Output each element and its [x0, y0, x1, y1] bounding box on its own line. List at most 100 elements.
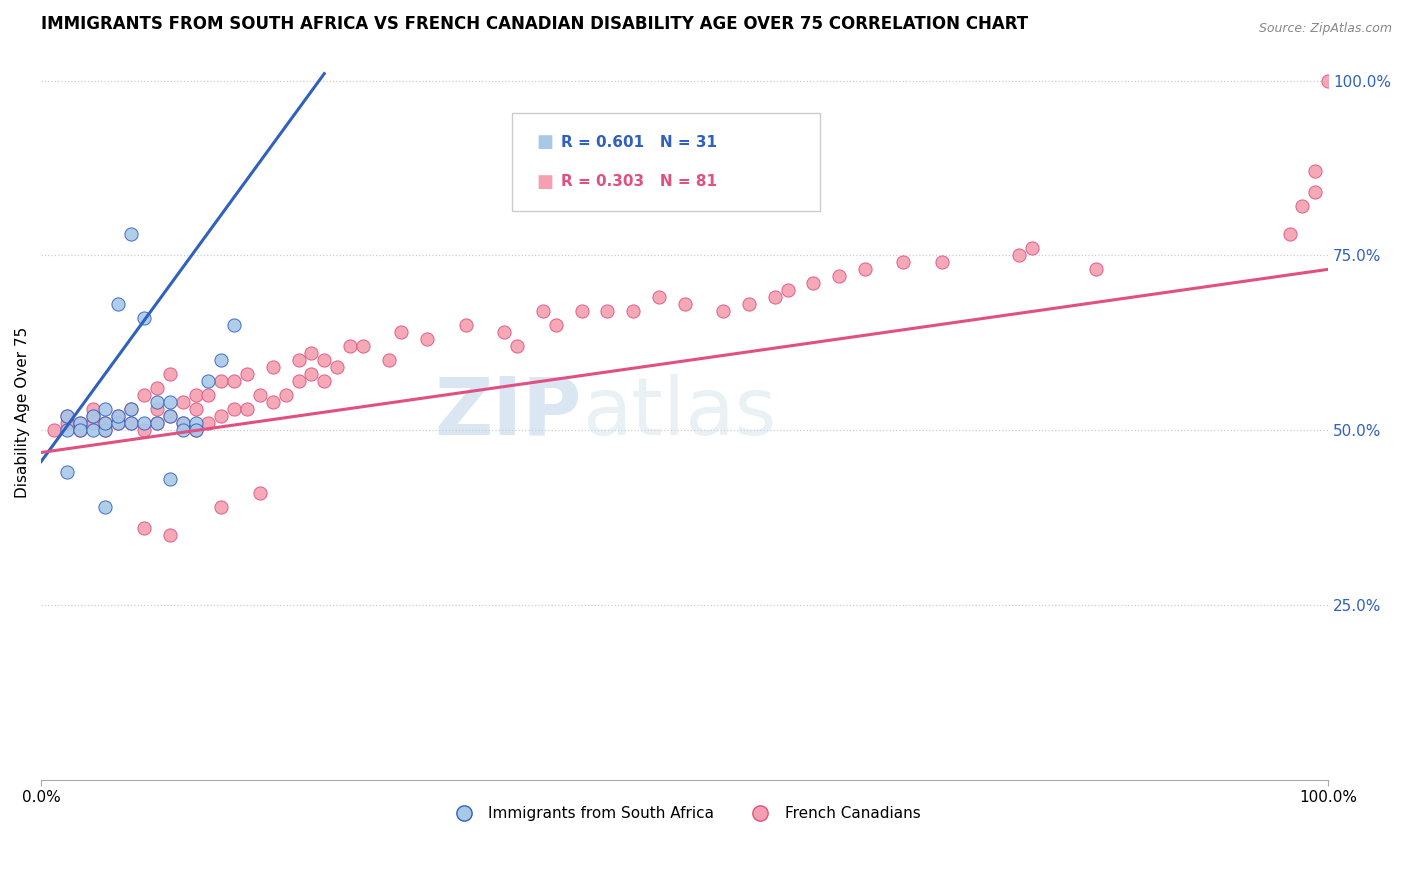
Point — [82, 402, 104, 417]
Point — [274, 388, 297, 402]
Point — [184, 423, 207, 437]
Point — [120, 227, 142, 242]
Point — [893, 255, 915, 269]
Point — [94, 423, 117, 437]
Point — [621, 304, 644, 318]
Point — [287, 353, 309, 368]
Point — [416, 332, 439, 346]
Point — [82, 409, 104, 424]
Point — [42, 423, 65, 437]
Point — [120, 416, 142, 430]
Text: atlas: atlas — [582, 374, 776, 451]
Point — [82, 423, 104, 437]
Legend: Immigrants from South Africa, French Canadians: Immigrants from South Africa, French Can… — [443, 800, 927, 827]
Point — [853, 262, 876, 277]
Point — [1008, 248, 1031, 262]
Point — [82, 416, 104, 430]
Point — [107, 297, 129, 311]
Point — [828, 269, 851, 284]
Point — [738, 297, 761, 311]
Point — [159, 472, 181, 486]
Y-axis label: Disability Age Over 75: Disability Age Over 75 — [15, 327, 30, 499]
Point — [711, 304, 734, 318]
Point — [120, 416, 142, 430]
Point — [1303, 186, 1326, 200]
Point — [249, 388, 271, 402]
Point — [107, 416, 129, 430]
Point — [1303, 164, 1326, 178]
Point — [120, 402, 142, 417]
Point — [224, 374, 246, 388]
Point — [776, 283, 799, 297]
Point — [132, 423, 155, 437]
Point — [801, 277, 824, 291]
Point — [184, 402, 207, 417]
Point — [107, 409, 129, 424]
Point — [56, 465, 79, 479]
Point — [673, 297, 696, 311]
Point — [236, 367, 259, 381]
Point — [94, 416, 117, 430]
Point — [56, 409, 79, 424]
Point — [146, 416, 169, 430]
Point — [132, 388, 155, 402]
Point — [69, 416, 91, 430]
Point — [494, 325, 516, 339]
Point — [69, 416, 91, 430]
Text: ■: ■ — [536, 133, 553, 152]
Point — [107, 409, 129, 424]
Point — [184, 423, 207, 437]
Point — [506, 339, 529, 353]
Point — [107, 416, 129, 430]
Point — [172, 395, 194, 409]
Point — [299, 367, 322, 381]
Point — [531, 304, 554, 318]
Point — [648, 290, 671, 304]
Point — [56, 409, 79, 424]
Point — [94, 402, 117, 417]
Point — [94, 423, 117, 437]
Point — [287, 374, 309, 388]
Point — [1317, 73, 1340, 87]
Point — [352, 339, 374, 353]
Point — [209, 409, 232, 424]
Point — [1021, 241, 1043, 255]
Point — [159, 409, 181, 424]
Point — [132, 416, 155, 430]
Point — [931, 255, 953, 269]
Point — [69, 423, 91, 437]
Point — [132, 311, 155, 326]
Point — [184, 416, 207, 430]
Point — [146, 381, 169, 395]
Text: R = 0.303   N = 81: R = 0.303 N = 81 — [561, 174, 717, 189]
Point — [262, 360, 284, 375]
Text: Source: ZipAtlas.com: Source: ZipAtlas.com — [1258, 22, 1392, 36]
Point — [159, 528, 181, 542]
Point — [236, 402, 259, 417]
Point — [159, 367, 181, 381]
Point — [454, 318, 477, 333]
Point — [172, 416, 194, 430]
Point — [94, 416, 117, 430]
Point — [197, 388, 219, 402]
Point — [314, 353, 336, 368]
Point — [377, 353, 399, 368]
Point — [172, 416, 194, 430]
Point — [146, 395, 169, 409]
Point — [224, 402, 246, 417]
Point — [1291, 199, 1313, 213]
Point — [146, 402, 169, 417]
Text: ZIP: ZIP — [434, 374, 582, 451]
Point — [120, 402, 142, 417]
Point — [571, 304, 593, 318]
Point — [209, 353, 232, 368]
Point — [262, 395, 284, 409]
Point — [82, 409, 104, 424]
Point — [172, 423, 194, 437]
Point — [184, 388, 207, 402]
Text: R = 0.601   N = 31: R = 0.601 N = 31 — [561, 135, 717, 150]
Point — [763, 290, 786, 304]
Point — [224, 318, 246, 333]
Point — [56, 423, 79, 437]
Point — [314, 374, 336, 388]
